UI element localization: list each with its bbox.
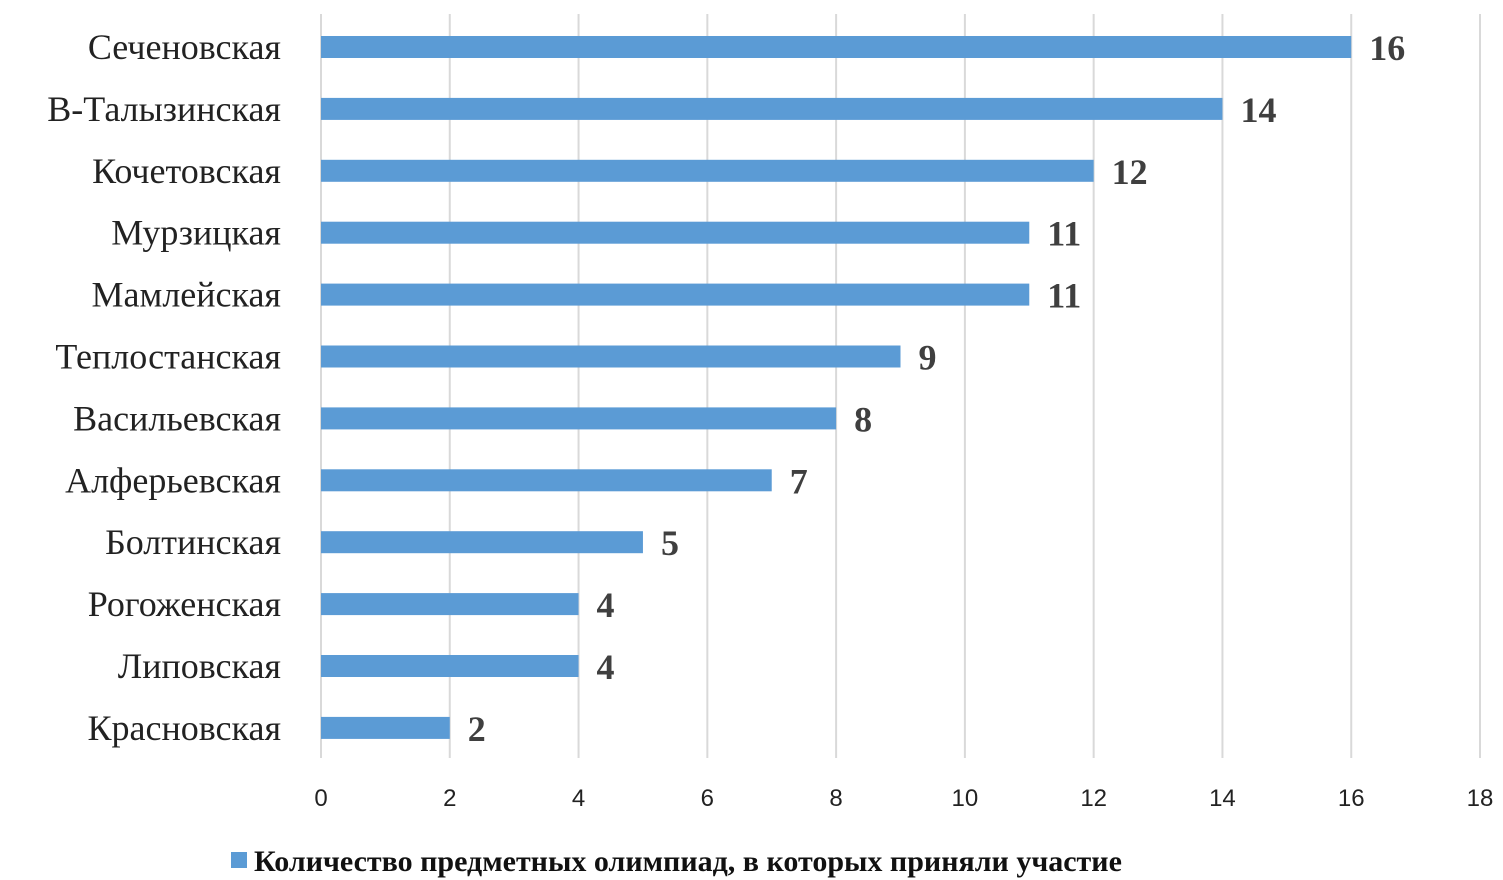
x-tick-label: 0	[314, 785, 327, 812]
category-label: Липовская	[118, 646, 281, 686]
category-labels: Сеченовская В-Талызинская Кочетовская Мурзи…	[47, 27, 281, 748]
category-label: Мамлейская	[92, 275, 281, 315]
bar[interactable]	[321, 36, 1352, 58]
data-label: 16	[1369, 28, 1405, 68]
bar[interactable]	[321, 655, 579, 677]
data-label: 11	[1047, 276, 1081, 316]
data-label: 9	[919, 338, 937, 378]
data-label: 7	[790, 461, 808, 501]
category-label: Рогоженская	[88, 584, 281, 624]
x-tick-label: 2	[443, 785, 456, 812]
gridlines	[320, 14, 1481, 758]
bar[interactable]	[321, 283, 1030, 306]
category-label: Сеченовская	[88, 27, 281, 67]
category-label: Красновская	[88, 708, 281, 748]
data-label: 8	[854, 399, 872, 439]
data-label: 4	[597, 647, 615, 687]
category-label: Васильевская	[73, 398, 281, 438]
category-label: Алферьевская	[65, 460, 281, 500]
bar[interactable]	[321, 593, 579, 616]
data-label: 4	[597, 585, 615, 625]
legend-label: Количество предметных олимпиад, в которы…	[254, 845, 1122, 878]
bar[interactable]	[321, 531, 643, 554]
x-tick-label: 6	[701, 785, 714, 812]
x-tick-label: 4	[572, 785, 585, 812]
category-label: Кочетовская	[92, 151, 281, 191]
category-label: Мурзицкая	[111, 213, 281, 253]
legend[interactable]: Количество предметных олимпиад, в которы…	[231, 845, 1122, 878]
bar[interactable]	[321, 716, 450, 739]
x-tick-label: 10	[952, 785, 979, 812]
bars	[321, 36, 1352, 739]
category-label: Болтинская	[105, 522, 281, 562]
x-tick-label: 18	[1467, 785, 1494, 812]
bar[interactable]	[321, 469, 772, 492]
bar[interactable]	[321, 407, 837, 430]
data-label: 5	[661, 523, 679, 563]
x-tick-label: 16	[1338, 785, 1365, 812]
data-label: 2	[468, 709, 486, 749]
bar[interactable]	[321, 221, 1030, 244]
x-tick-label: 14	[1209, 785, 1236, 812]
category-label: В-Талызинская	[47, 89, 281, 129]
bar[interactable]	[321, 97, 1223, 120]
bar[interactable]	[321, 159, 1094, 182]
legend-swatch	[231, 852, 247, 868]
x-axis-ticks: 0 2 4 6 8 10 12 14 16 18	[314, 785, 1493, 812]
data-label: 11	[1047, 214, 1081, 254]
bar[interactable]	[321, 345, 901, 368]
x-tick-label: 8	[829, 785, 842, 812]
data-label: 12	[1112, 152, 1148, 192]
data-labels: 16 14 12 11 11 9 8 7 5 4 4 2	[468, 28, 1405, 749]
data-label: 14	[1240, 90, 1276, 130]
category-label: Теплостанская	[55, 337, 281, 377]
x-tick-label: 12	[1080, 785, 1107, 812]
